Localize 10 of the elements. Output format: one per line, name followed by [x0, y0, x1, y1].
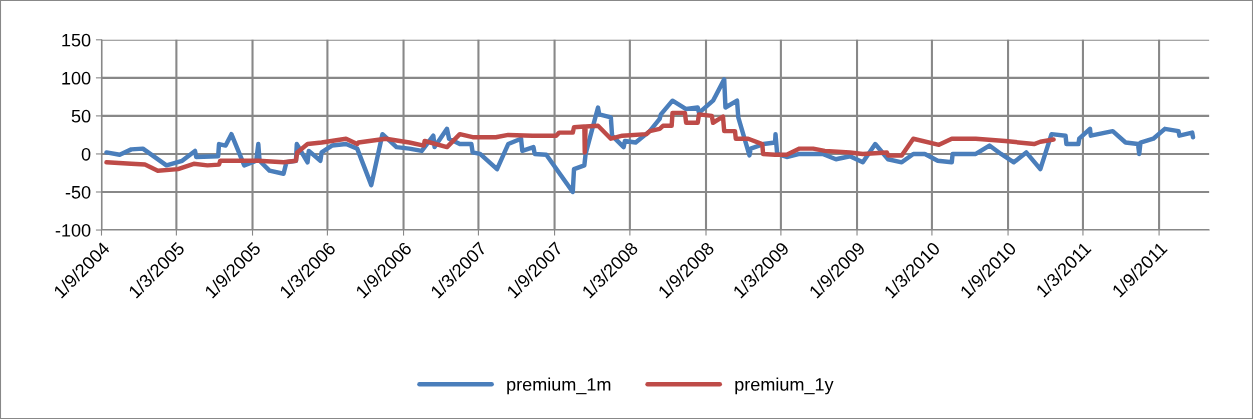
legend-label: premium_1m [507, 377, 611, 395]
y-tick-label: 50 [71, 109, 91, 123]
y-tick-label: 100 [62, 71, 91, 85]
legend-label: premium_1y [735, 377, 834, 395]
line-series [104, 77, 1196, 195]
y-tick-label: 0 [81, 147, 91, 161]
y-tick-label: -50 [65, 185, 91, 199]
line-series [104, 110, 1056, 173]
y-tick-label: 150 [62, 33, 91, 47]
y-tick-label: -100 [55, 223, 91, 237]
